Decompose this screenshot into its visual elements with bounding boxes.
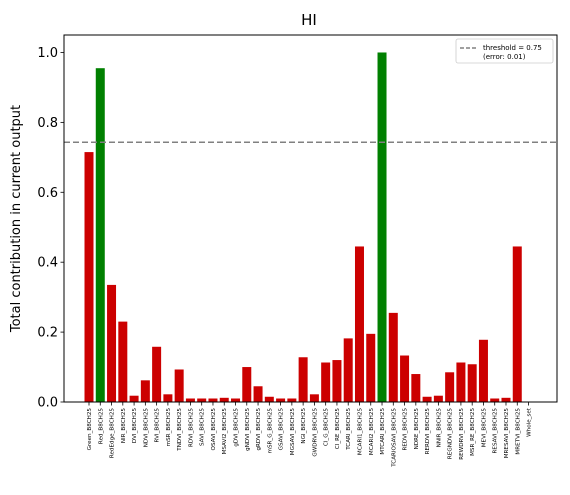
bar: [445, 372, 455, 402]
bar: [264, 396, 274, 402]
x-tick-label: MCARI1_B8CH25: [357, 408, 363, 456]
bar: [140, 380, 150, 402]
x-tick-label: SAVI_B8CH25: [200, 408, 206, 446]
bar: [467, 364, 477, 402]
bar: [456, 362, 466, 402]
x-tick-label: NNIR_B8CH25: [436, 408, 442, 448]
bar: [411, 374, 421, 402]
x-tick-label: GWDRVI_B8CH25: [312, 408, 318, 457]
x-tick-label: RedEdge_B8CH25: [110, 408, 116, 459]
x-tick-label: TCARIOSAVI_B8CH25: [391, 408, 397, 468]
x-tick-label: MRESAVI_B8CH25: [504, 408, 510, 459]
x-tick-label: CI_G_B8CH25: [324, 408, 330, 447]
x-tick-label: GSAVI_B8CH25: [279, 408, 285, 451]
y-axis-title: Total contribution in current output: [9, 105, 24, 333]
x-tick-label: MGSAVI_B8CH25: [290, 408, 296, 456]
bar: [253, 386, 263, 402]
bar: [152, 346, 162, 402]
bar: [321, 362, 331, 402]
x-tick-label: REGNDVI_B8CH25: [448, 408, 454, 459]
bar: [400, 355, 410, 402]
y-tick-label: 0.6: [37, 186, 58, 201]
x-tick-label: TCARI_B8CH25: [346, 408, 352, 451]
x-tick-label: REDVI_B8CH25: [403, 408, 409, 451]
legend-label: threshold = 0.75: [483, 44, 542, 52]
y-tick-label: 0.4: [37, 256, 58, 271]
bar: [501, 397, 511, 402]
bar: [309, 394, 319, 402]
bar: [219, 397, 229, 402]
x-tick-label: MTCARI_B8CH25: [380, 408, 386, 455]
x-tick-label: RESAVI_B8CH25: [493, 408, 499, 454]
bar: [422, 396, 432, 402]
bar: [366, 333, 376, 402]
x-tick-label: mSR_G_B8CH25: [267, 408, 273, 454]
x-tick-label: MRETVI_B8CH25: [515, 408, 521, 455]
legend-box: [455, 38, 554, 64]
bar: [343, 338, 353, 402]
x-tick-label: Green_B8CH25: [87, 408, 93, 451]
x-tick-label: mSR_B8CH25: [166, 408, 172, 447]
bar: [174, 369, 184, 402]
x-tick-label: REWDRVI_B8CH25: [459, 408, 465, 460]
plot-frame: [63, 34, 558, 403]
x-tick-label: MSAVI2_B8CH25: [222, 408, 228, 455]
chart-title: HI: [301, 11, 317, 29]
bar: [95, 68, 105, 402]
legend-sublabel: (error: 0.01): [483, 53, 526, 61]
x-ticks-group: Green_B8CH25 Red_B8CH25 RedEdge_B8CH25 NIR_…: [87, 402, 533, 468]
bar: [129, 395, 139, 402]
bars-group: [84, 52, 522, 402]
y-tick-label: 0.8: [37, 116, 58, 131]
bar: [118, 321, 128, 402]
bar: [231, 398, 241, 402]
x-tick-label: TNDVI_B8CH25: [177, 408, 183, 452]
bar: [287, 398, 297, 402]
bar: [354, 246, 364, 402]
bar: [490, 398, 500, 402]
x-tick-label: CI_RE_B8CH25: [335, 408, 341, 450]
bar: [242, 367, 252, 402]
x-tick-label: OSAVI_B8CH25: [211, 408, 217, 451]
bar: [107, 284, 117, 402]
x-tick-label: gRDVI_B8CH25: [256, 408, 262, 451]
bar: [478, 339, 488, 402]
x-tick-label: gDVI_B8CH25: [234, 408, 240, 447]
bar: [332, 360, 342, 402]
y-tick-label: 1.0: [37, 46, 58, 61]
x-tick-label: RERDVI_B8CH25: [425, 408, 431, 455]
x-tick-label: MCARI2_B8CH25: [369, 408, 375, 456]
x-tick-label: Red_B8CH25: [98, 408, 104, 444]
x-tick-label: RVI_B8CH25: [155, 408, 161, 443]
x-tick-label: NGI_B8CH25: [301, 408, 307, 444]
x-tick-label: NDVI_B8CH25: [143, 408, 149, 448]
x-tick-label: RDVI_B8CH25: [188, 408, 194, 447]
y-tick-label: 0.0: [37, 396, 58, 411]
x-tick-label: NIR_B8CH25: [121, 408, 127, 444]
x-tick-label: gNDVI_B8CH25: [245, 408, 251, 451]
bar: [512, 246, 522, 402]
bar: [208, 398, 218, 402]
x-tick-label: DVI_B8CH25: [132, 408, 138, 444]
x-tick-label: MEVI_B8CH25: [481, 408, 487, 448]
bar: [276, 398, 286, 402]
bar: [388, 312, 398, 402]
x-tick-label: MSR_RE_B8CH25: [470, 408, 476, 456]
bar: [433, 395, 443, 402]
bar: [185, 398, 195, 402]
x-tick-label: Whole_set: [527, 407, 533, 437]
bar: [163, 394, 173, 402]
bar: [197, 398, 207, 402]
x-tick-label: NDRE_B8CH25: [414, 408, 420, 450]
bar: [377, 52, 387, 402]
y-ticks-group: 0.0 0.2 0.4 0.6 0.8 1.0: [37, 46, 64, 411]
y-tick-label: 0.2: [37, 326, 58, 341]
bar: [84, 152, 94, 402]
bar: [298, 357, 308, 402]
legend: threshold = 0.75 (error: 0.01): [455, 38, 554, 64]
